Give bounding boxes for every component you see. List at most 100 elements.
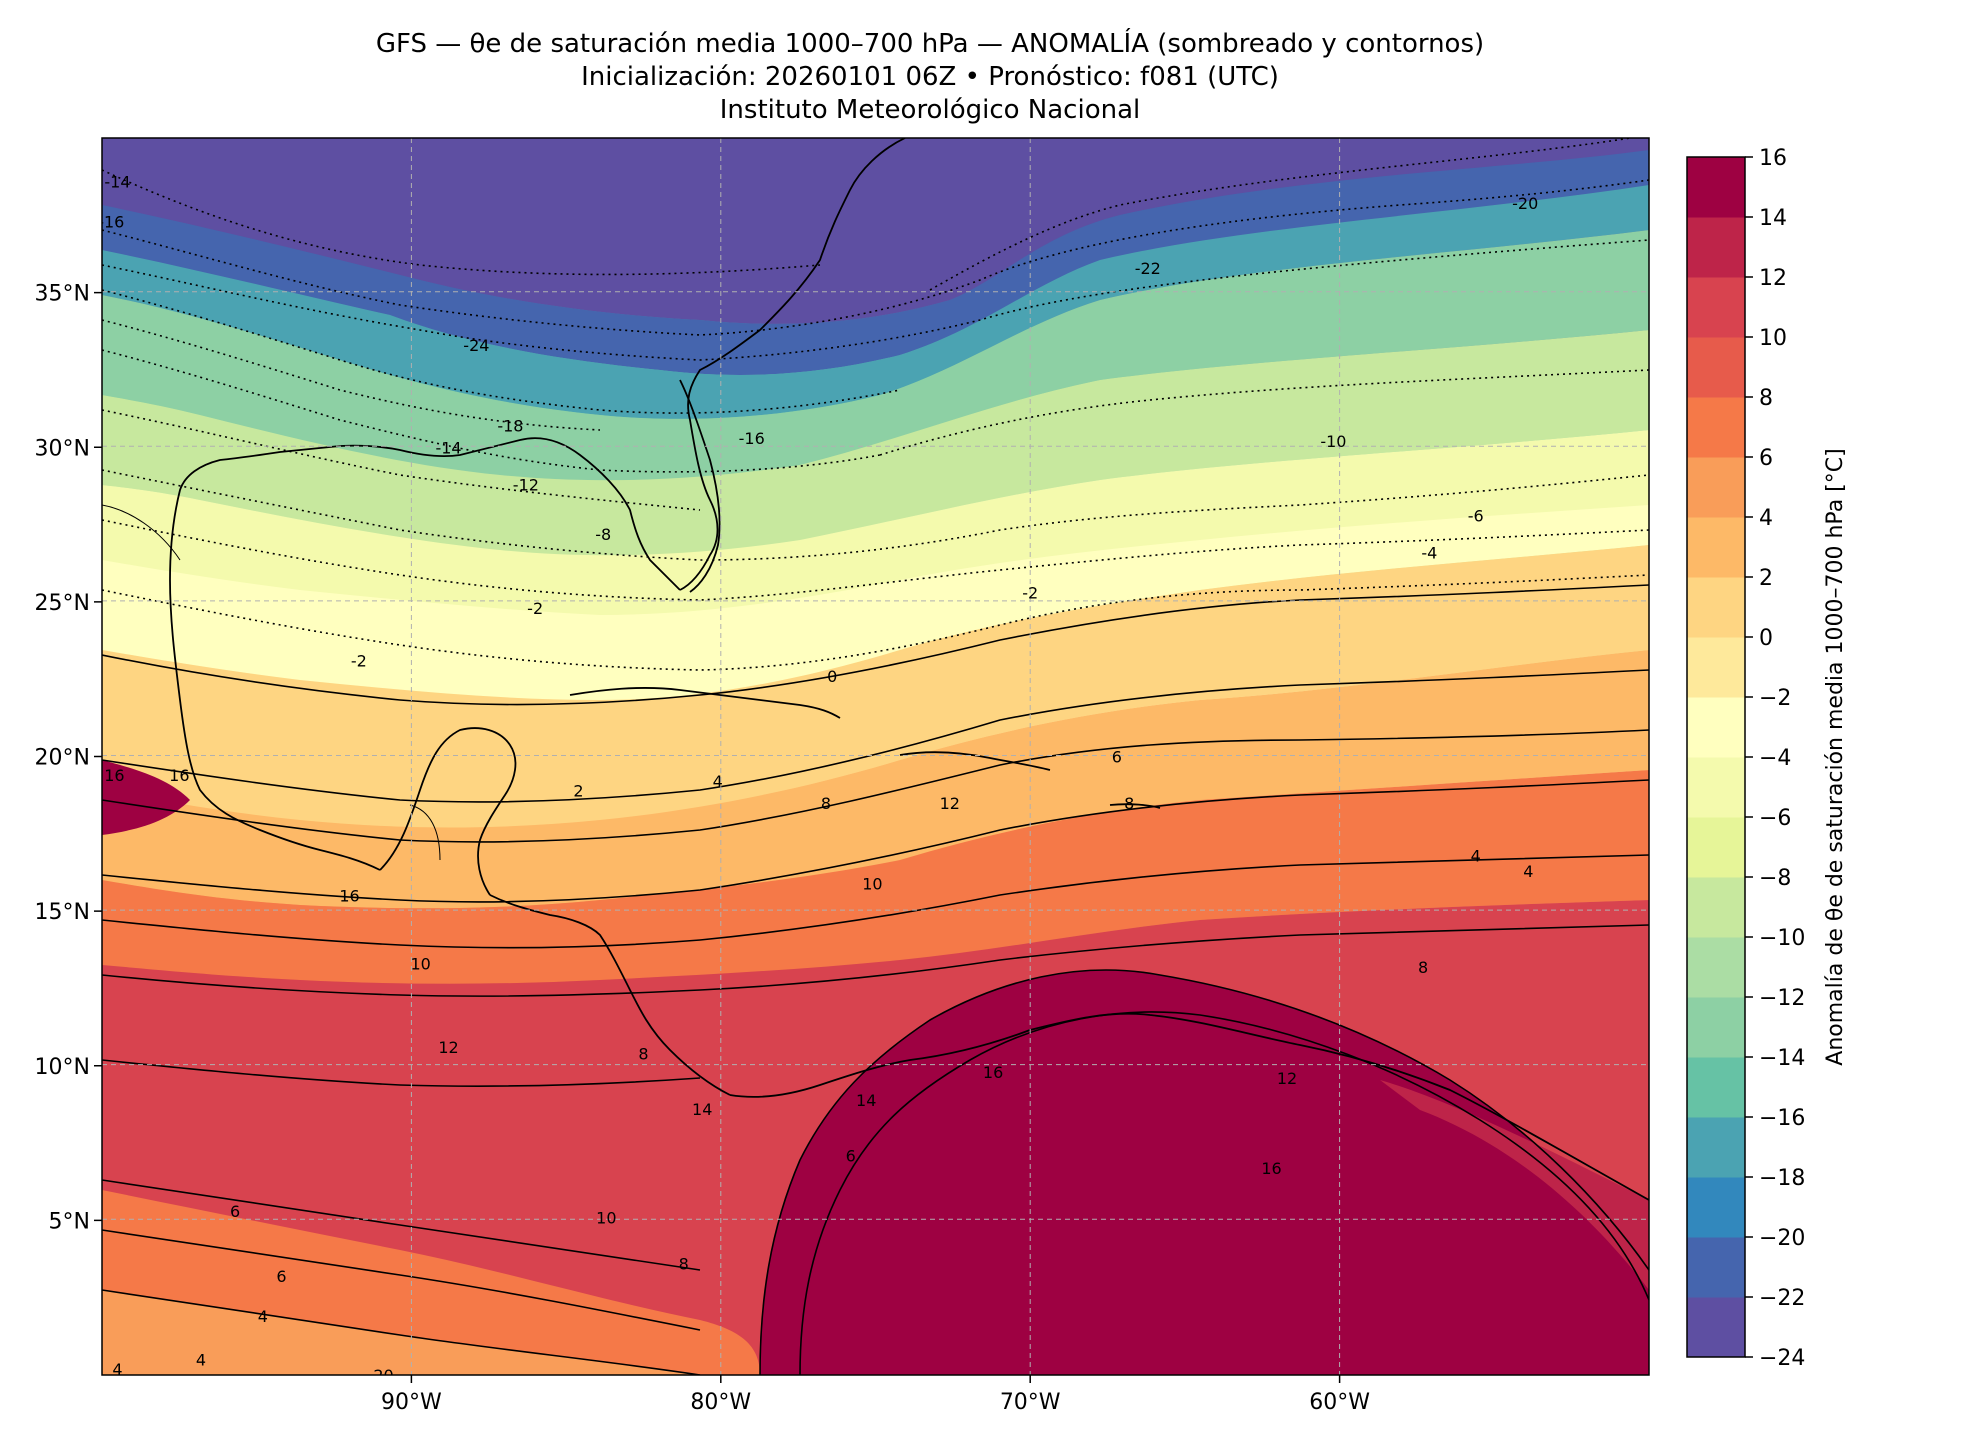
map-plot-area: -24 -18 -14 -12 -16 -8 -22 -20 -10 -6 -4 -2 -2 -2 -16 -… (102, 138, 1649, 1375)
contour-10 (102, 924, 1649, 997)
contour-label: 4 (196, 1351, 206, 1370)
band-16-southamerica (760, 970, 1649, 1375)
contour-label: 8 (638, 1044, 648, 1063)
contour-label: 6 (230, 1202, 240, 1221)
yucatan (379, 727, 517, 896)
contour-label: 8 (821, 794, 831, 813)
colorbar-tick-label: 10 (1759, 326, 1787, 351)
contour-2 (102, 669, 1649, 803)
colorbar-tick-label: −8 (1759, 866, 1791, 891)
contour-label: 2 (573, 782, 583, 801)
colorbar-tick-label: 0 (1759, 626, 1773, 651)
central-america (489, 894, 731, 1096)
colorbar-tick-label: 2 (1759, 566, 1773, 591)
longitude-axis: 90°W 80°W 70°W 60°W (381, 1375, 1370, 1415)
title-line-2: Inicialización: 20260101 06Z • Pronóstic… (581, 62, 1279, 92)
band-4-southwest (102, 1290, 700, 1375)
colorbar-segment (1687, 397, 1745, 458)
colorbar-segment (1687, 1057, 1745, 1118)
colorbar-segment (1687, 997, 1745, 1058)
contour-label: 0 (827, 667, 837, 686)
contour-12 (102, 1059, 701, 1087)
colorbar-label: Anomalía de θe de saturación media 1000–… (1823, 448, 1848, 1065)
contour-label: 4 (1471, 846, 1481, 865)
contour-label: 16 (1261, 1159, 1281, 1178)
contour-minus-18 (102, 239, 1649, 361)
title-line-3: Instituto Meteorológico Nacional (719, 95, 1141, 125)
contour-6 (102, 779, 1649, 903)
puerto-rico (1109, 803, 1161, 809)
contour-label: 12 (1277, 1069, 1297, 1088)
title-line-1: GFS — θe de saturación media 1000–700 hP… (375, 29, 1485, 59)
band-16-mexico (102, 760, 190, 835)
colorbar-tick-label: −24 (1759, 1346, 1805, 1371)
lat-tick-label: 10°N (35, 1055, 90, 1080)
colorbar-tick-label: −6 (1759, 806, 1791, 831)
contour-label: -10 (1320, 432, 1346, 451)
lat-tick-label: 25°N (35, 591, 90, 616)
colorbar-segment (1687, 1237, 1745, 1298)
contour-minus-4 (102, 519, 1649, 601)
colorbar-tick-label: −18 (1759, 1166, 1805, 1191)
contour-8-southwest (102, 1179, 701, 1271)
band-4 (102, 650, 1649, 909)
colorbar-segment (1687, 517, 1745, 578)
colorbar-segment (1687, 877, 1745, 938)
colorbar-segment (1687, 457, 1745, 518)
contour-0 (102, 584, 1649, 706)
colorbar-segment (1687, 1297, 1745, 1358)
us-east-coast (679, 138, 906, 591)
band-14-caribbean (1380, 1080, 1649, 1290)
contour-label: 16 (169, 766, 189, 785)
coastlines (169, 138, 1649, 1201)
colorbar-segment (1687, 337, 1745, 398)
colorbar-segment (1687, 937, 1745, 998)
lat-tick-label: 15°N (35, 900, 90, 925)
contour-label: -2 (527, 599, 543, 618)
colorbar-segment (1687, 757, 1745, 818)
contour-label: 8 (679, 1255, 689, 1274)
contour-label: -6 (1468, 506, 1484, 525)
us-mexico-border (102, 504, 181, 561)
colorbar-tick-label: −22 (1759, 1286, 1805, 1311)
contour-label: 10 (862, 874, 882, 893)
contour-label: 8 (1124, 794, 1134, 813)
florida-peninsula (679, 379, 721, 593)
contour-label: -16 (739, 429, 765, 448)
colorbar-tick-label: −2 (1759, 686, 1791, 711)
contour-label: -20 (1512, 194, 1538, 213)
colorbar-tick-label: −16 (1759, 1106, 1805, 1131)
contour-label-layer: -24 -18 -14 -12 -16 -8 -22 -20 -10 -6 -4 -2 -2 -2 -16 -… (102, 172, 1538, 1375)
contour-minus-2 (102, 574, 1649, 671)
colorbar-tick-label: 6 (1759, 446, 1773, 471)
south-america-north (729, 1012, 1649, 1201)
contour-minus-22 (929, 138, 1636, 291)
band-0 (102, 545, 1649, 828)
contour-label: -14 (435, 438, 461, 457)
contour-label: 16 (339, 887, 359, 906)
contour-label: -24 (463, 336, 489, 355)
lon-tick-label: 60°W (1309, 1390, 1370, 1415)
lat-tick-label: 30°N (35, 436, 90, 461)
lon-tick-label: 80°W (690, 1390, 751, 1415)
band-6 (102, 770, 1649, 984)
contour-label: 16 (983, 1063, 1003, 1082)
colorbar-tick-label: 4 (1759, 506, 1773, 531)
contour-label: 4 (713, 772, 723, 791)
contour-label: 12 (940, 794, 960, 813)
contour-label: -14 (104, 172, 130, 191)
colorbar-segment (1687, 1117, 1745, 1178)
cuba (569, 687, 841, 719)
colorbar-tick-label: −4 (1759, 746, 1791, 771)
colorbar-tick-label: −14 (1759, 1046, 1805, 1071)
figure-title: GFS — θe de saturación media 1000–700 hP… (100, 28, 1760, 127)
colorbar-segment (1687, 697, 1745, 758)
band-minus-16 (102, 185, 1649, 419)
contour-label: 10 (596, 1208, 616, 1227)
contour-minus-24 (102, 169, 821, 276)
contour-label: -4 (1421, 543, 1437, 562)
lat-tick-label: 20°N (35, 746, 90, 771)
contour-minus-6 (102, 469, 1649, 561)
band-minus-20 (102, 150, 1649, 375)
band-minus-8 (102, 330, 1649, 556)
